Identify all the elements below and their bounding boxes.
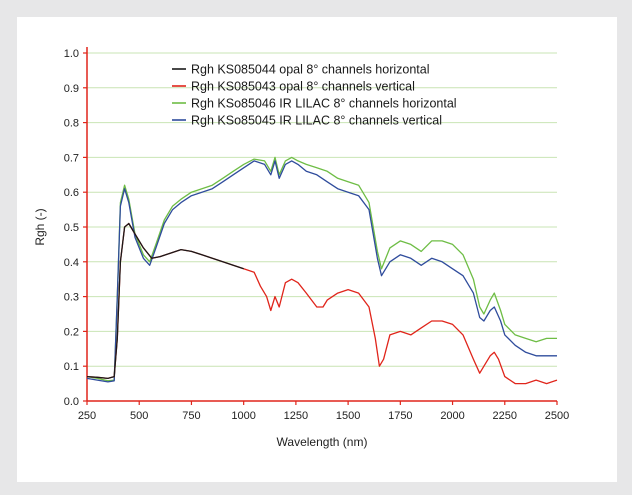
y-tick-label-0: 0.0 bbox=[64, 396, 79, 408]
y-tick-label-4: 0.4 bbox=[64, 257, 79, 269]
x-tick-label-5: 1500 bbox=[336, 410, 360, 422]
y-tick-label-3: 0.3 bbox=[64, 292, 79, 304]
x-tick-label-4: 1250 bbox=[284, 410, 308, 422]
x-tick-label-1: 500 bbox=[130, 410, 148, 422]
x-tick-label-8: 2250 bbox=[493, 410, 517, 422]
chart-panel: 0.0 0.1 0.2 0.3 0.4 0.5 0.6 0.7 0.8 0.9 1.0 250 500 7… bbox=[17, 17, 617, 482]
y-tick-label-6: 0.6 bbox=[64, 187, 79, 199]
y-tick-label-10: 1.0 bbox=[64, 48, 79, 60]
x-tick-label-2: 750 bbox=[182, 410, 200, 422]
series-line-0 bbox=[86, 222, 244, 380]
y-axis-label: Rgh (-) bbox=[33, 208, 47, 245]
y-tick-label-7: 0.7 bbox=[64, 152, 79, 164]
series-line-2 bbox=[86, 156, 557, 382]
spectral-reflectance-chart: 0.0 0.1 0.2 0.3 0.4 0.5 0.6 0.7 0.8 0.9 1.0 250 500 7… bbox=[33, 47, 569, 449]
x-tick-label-7: 2000 bbox=[440, 410, 464, 422]
y-tick-label-8: 0.8 bbox=[64, 118, 79, 130]
x-tick-label-9: 2500 bbox=[545, 410, 569, 422]
legend-label-0: Rgh KS085044 opal 8° channels horizontal bbox=[191, 63, 430, 77]
x-tick-label-0: 250 bbox=[78, 410, 96, 422]
x-tick-label-6: 1750 bbox=[388, 410, 412, 422]
legend-label-3: Rgh KSo85045 IR LILAC 8° channels vertic… bbox=[191, 114, 442, 128]
series-line-3 bbox=[86, 160, 557, 383]
series-line-1 bbox=[86, 222, 558, 385]
y-tick-label-2: 0.2 bbox=[64, 326, 79, 338]
legend-label-1: Rgh KS085043 opal 8° channels vertical bbox=[191, 80, 415, 94]
y-tick-label-5: 0.5 bbox=[64, 222, 79, 234]
x-tick-label-3: 1000 bbox=[231, 410, 255, 422]
y-tick-label-1: 0.1 bbox=[64, 361, 79, 373]
y-tick-label-9: 0.9 bbox=[64, 83, 79, 95]
x-axis-label: Wavelength (nm) bbox=[277, 435, 368, 449]
legend-label-2: Rgh KSo85046 IR LILAC 8° channels horizo… bbox=[191, 97, 457, 111]
